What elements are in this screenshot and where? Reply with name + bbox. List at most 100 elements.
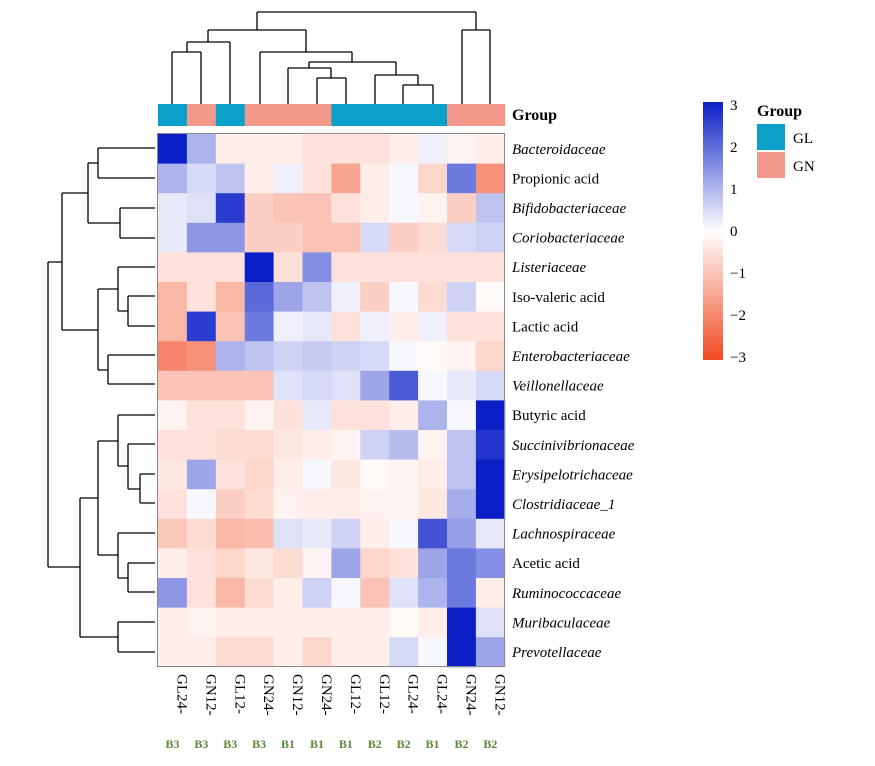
- heatmap-cell: [302, 252, 332, 283]
- row-label: Butyric acid: [512, 408, 586, 424]
- row-label: Muribaculaceae: [511, 615, 611, 631]
- heatmap-cell: [186, 578, 217, 608]
- heatmap-cell: [215, 370, 246, 401]
- heatmap-cell: [389, 311, 419, 342]
- heatmap-cell: [475, 163, 506, 194]
- heatmap-cell: [447, 489, 477, 520]
- heatmap-cell: [360, 311, 390, 342]
- group-annotation-bar: [158, 104, 506, 126]
- heatmap-cell: [273, 548, 303, 579]
- heatmap-cell: [360, 163, 390, 194]
- heatmap-cell: [447, 578, 477, 608]
- heatmap-cell: [331, 252, 361, 283]
- group-legend: Group GL GN: [757, 103, 815, 178]
- heatmap-cell: [447, 163, 477, 194]
- row-label: Acetic acid: [512, 556, 580, 572]
- heatmap-cell: [475, 134, 506, 164]
- heatmap-cell: [273, 282, 303, 312]
- heatmap-cell: [331, 163, 361, 194]
- heatmap-cell: [475, 548, 506, 579]
- heatmap-cell: [273, 459, 303, 490]
- heatmap-cell: [158, 163, 188, 194]
- heatmap-cell: [215, 222, 246, 253]
- heatmap-cell: [389, 222, 419, 253]
- legend-swatch: [757, 124, 785, 150]
- heatmap-cells: [158, 134, 506, 668]
- column-label: GN24-: [318, 674, 334, 716]
- heatmap-cell: [475, 252, 506, 283]
- row-labels: Bacteroidaceae Propionic acid Bifidobacter…: [511, 142, 635, 661]
- heatmap-cell: [447, 341, 477, 372]
- row-label: Prevotellaceae: [511, 645, 602, 661]
- heatmap-cell: [418, 430, 448, 460]
- heatmap-cell: [475, 370, 506, 401]
- heatmap-cell: [186, 282, 217, 312]
- heatmap-cell: [244, 637, 274, 668]
- heatmap-cell: [360, 252, 390, 283]
- heatmap-cell: [331, 341, 361, 372]
- heatmap-cell: [447, 311, 477, 342]
- heatmap-cell: [475, 459, 506, 490]
- heatmap-cell: [302, 222, 332, 253]
- heatmap-cell: [302, 607, 332, 638]
- heatmap-cell: [475, 607, 506, 638]
- heatmap-cell: [331, 607, 361, 638]
- heatmap-cell: [360, 430, 390, 460]
- heatmap-cell: [273, 430, 303, 460]
- heatmap-cell: [331, 637, 361, 668]
- heatmap-cell: [158, 370, 188, 401]
- heatmap-cell: [302, 311, 332, 342]
- column-sublabel: B1: [339, 737, 353, 751]
- heatmap-cell: [186, 518, 217, 549]
- column-label: GL12-: [231, 674, 247, 714]
- heatmap-cell: [447, 134, 477, 164]
- heatmap-cell: [244, 163, 274, 194]
- heatmap-cell: [331, 459, 361, 490]
- heatmap-cell: [186, 637, 217, 668]
- heatmap-cell: [389, 252, 419, 283]
- heatmap-cell: [389, 341, 419, 372]
- heatmap-cell: [186, 400, 217, 431]
- heatmap-cell: [447, 637, 477, 668]
- group-bar-cell: [158, 104, 188, 126]
- group-bar-cell: [244, 104, 274, 126]
- heatmap-cell: [186, 222, 217, 253]
- heatmap-cell: [244, 370, 274, 401]
- row-label: Bacteroidaceae: [512, 142, 606, 158]
- heatmap-cell: [360, 459, 390, 490]
- heatmap-cell: [244, 311, 274, 342]
- heatmap-border: [157, 133, 505, 667]
- column-sublabel: B3: [165, 737, 179, 751]
- column-sublabel: B3: [252, 737, 266, 751]
- heatmap-cell: [302, 163, 332, 194]
- heatmap-cell: [447, 430, 477, 460]
- row-label: Clostridiaceae_1: [512, 497, 615, 513]
- heatmap-cell: [158, 459, 188, 490]
- heatmap-cell: [418, 311, 448, 342]
- heatmap-cell: [418, 489, 448, 520]
- heatmap-cell: [447, 282, 477, 312]
- heatmap-cell: [475, 489, 506, 520]
- heatmap-cell: [158, 193, 188, 224]
- heatmap-cell: [418, 222, 448, 253]
- heatmap-cell: [418, 459, 448, 490]
- heatmap-cell: [389, 370, 419, 401]
- heatmap-cell: [273, 637, 303, 668]
- heatmap-cell: [273, 222, 303, 253]
- heatmap-cell: [331, 193, 361, 224]
- legend-label: GL: [793, 131, 813, 147]
- heatmap-cell: [186, 311, 217, 342]
- heatmap-cell: [360, 400, 390, 431]
- heatmap-cell: [418, 163, 448, 194]
- heatmap-cell: [447, 252, 477, 283]
- heatmap-cell: [389, 193, 419, 224]
- heatmap-cell: [215, 311, 246, 342]
- column-label: GN12-: [202, 674, 218, 716]
- heatmap-cell: [215, 252, 246, 283]
- group-legend-title: Group: [757, 103, 802, 120]
- heatmap-cell: [273, 400, 303, 431]
- heatmap-cell: [475, 518, 506, 549]
- heatmap-cell: [302, 518, 332, 549]
- heatmap-cell: [475, 637, 506, 668]
